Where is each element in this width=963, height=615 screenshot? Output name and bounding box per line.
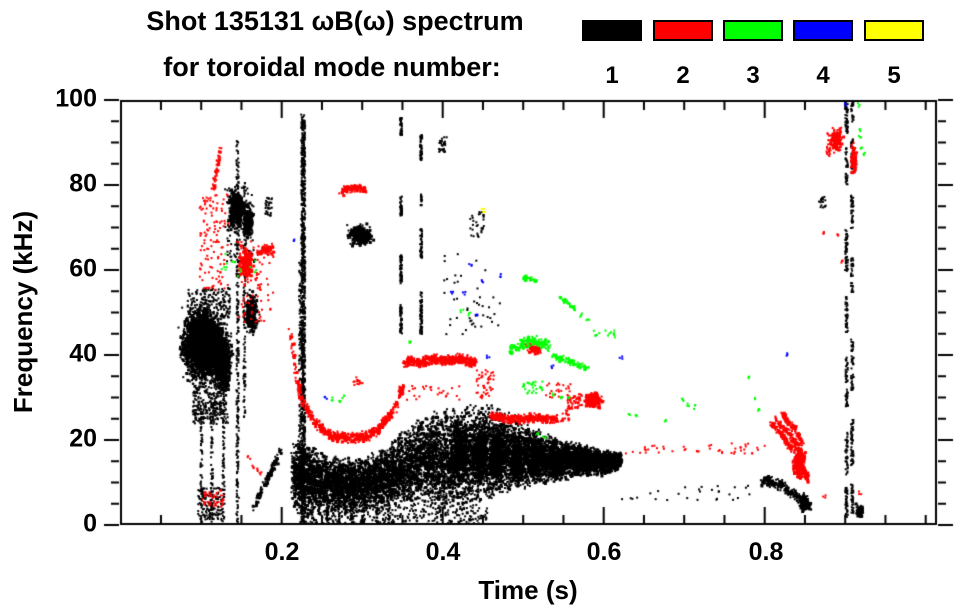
- y-tick-label-60: 60: [69, 254, 97, 283]
- legend-swatch-mode1: [582, 20, 642, 41]
- chart-subtitle: for toroidal mode number:: [163, 52, 501, 82]
- legend-label-mode5: 5: [887, 62, 901, 89]
- legend-label-mode3: 3: [746, 62, 760, 89]
- legend-label-mode1: 1: [605, 62, 619, 89]
- x-tick-label-0_2: 0.2: [264, 538, 300, 566]
- y-tick-label-40: 40: [69, 339, 97, 368]
- x-tick-label-0_8: 0.8: [748, 538, 784, 566]
- legend-entry-5: 5: [864, 20, 924, 90]
- chart-title: Shot 135131 ωB(ω) spectrum: [146, 6, 524, 36]
- legend-swatch-mode4: [793, 20, 853, 41]
- legend-swatch-mode3: [723, 20, 783, 41]
- x-axis-label: Time (s): [478, 575, 578, 605]
- y-tick-label-0: 0: [83, 509, 97, 538]
- y-axis-label: Frequency (kHz): [8, 210, 38, 414]
- y-tick-label-100: 100: [55, 84, 97, 113]
- x-tick-label-0_4: 0.4: [425, 538, 461, 566]
- legend-entry-1: 1: [582, 20, 642, 90]
- legend-entry-2: 2: [653, 20, 713, 90]
- legend-label-mode2: 2: [676, 62, 690, 89]
- legend-label-mode4: 4: [816, 62, 830, 89]
- legend-swatch-mode5: [864, 20, 924, 41]
- legend-entry-4: 4: [793, 20, 853, 90]
- legend-swatch-mode2: [653, 20, 713, 41]
- legend-entry-3: 3: [723, 20, 783, 90]
- y-tick-label-80: 80: [69, 169, 97, 198]
- x-tick-label-0_6: 0.6: [586, 538, 622, 566]
- y-tick-label-20: 20: [69, 424, 97, 453]
